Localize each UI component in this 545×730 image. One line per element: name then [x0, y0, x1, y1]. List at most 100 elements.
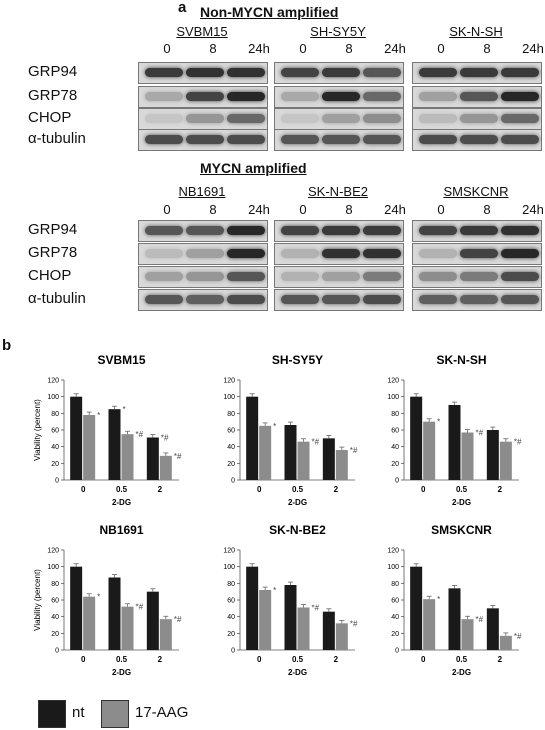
- band: [460, 295, 498, 304]
- band: [186, 249, 224, 258]
- band: [227, 135, 265, 144]
- time-point-0-1-1: 8: [345, 41, 353, 56]
- time-point-0-0-1: 8: [209, 41, 217, 56]
- protein-label-0-3: α-tubulin: [28, 130, 86, 147]
- y-tick-label: 20: [227, 461, 235, 468]
- significance-mark: *#: [476, 429, 484, 438]
- bar-17aag: [423, 421, 436, 480]
- bar-17aag: [423, 599, 436, 650]
- band: [281, 249, 319, 258]
- blot-0-1-0: [274, 62, 404, 84]
- time-point-0-0-0: 0: [163, 41, 171, 56]
- blot-0-0-2: [138, 108, 268, 130]
- time-point-1-1-1: 8: [345, 202, 353, 217]
- bar-17aag: [121, 606, 134, 650]
- band: [322, 68, 360, 77]
- band: [145, 135, 183, 144]
- band: [322, 295, 360, 304]
- band: [227, 114, 265, 123]
- band: [322, 135, 360, 144]
- band: [460, 114, 498, 123]
- time-point-0-2-1: 8: [483, 41, 491, 56]
- bar-nt: [322, 438, 335, 480]
- band: [145, 226, 183, 235]
- y-tick-label: 80: [391, 581, 399, 588]
- y-tick-label: 60: [51, 598, 59, 605]
- y-tick-label: 100: [223, 564, 235, 571]
- y-tick-label: 120: [223, 378, 235, 385]
- band: [460, 272, 498, 281]
- protein-label-1-0: GRP94: [28, 221, 78, 238]
- band: [281, 68, 319, 77]
- x-axis-label: 2-DG: [452, 498, 471, 507]
- time-point-0-0-2: 24h: [248, 41, 270, 56]
- y-axis-label: Viability (percent): [33, 399, 42, 461]
- time-point-1-2-1: 8: [483, 202, 491, 217]
- y-tick-label: 20: [227, 631, 235, 638]
- band: [186, 135, 224, 144]
- band: [363, 272, 401, 281]
- band: [281, 295, 319, 304]
- bar-nt: [70, 566, 83, 650]
- band: [363, 295, 401, 304]
- bar-17aag: [461, 619, 474, 650]
- band: [227, 68, 265, 77]
- protein-label-1-1: GRP78: [28, 244, 78, 261]
- band: [186, 114, 224, 123]
- x-tick-label: 0: [81, 655, 86, 664]
- band: [363, 92, 401, 101]
- panel-a-letter: a: [178, 0, 187, 16]
- time-point-0-1-0: 0: [299, 41, 307, 56]
- band: [501, 295, 539, 304]
- band: [186, 226, 224, 235]
- viability-chart-5: SMSKCNR 0 20 40 60 80 100 120 * 0 *# 0.5 *# 2 2-DG: [387, 523, 522, 677]
- bar-nt: [410, 396, 423, 480]
- y-tick-label: 80: [227, 581, 235, 588]
- band: [363, 226, 401, 235]
- legend-label-nt: nt: [72, 704, 85, 721]
- cell-line-name-1-0: NB1691: [178, 184, 226, 199]
- bar-nt: [486, 608, 499, 650]
- legend-swatch-17aag: [101, 700, 129, 728]
- band: [419, 226, 457, 235]
- bar-nt: [448, 405, 461, 480]
- bar-nt: [284, 585, 297, 650]
- x-tick-label: 2: [334, 485, 339, 494]
- band: [145, 92, 183, 101]
- y-tick-label: 40: [391, 444, 399, 451]
- y-tick-label: 40: [51, 614, 59, 621]
- significance-mark: *: [273, 586, 276, 595]
- y-tick-label: 80: [51, 411, 59, 418]
- blot-0-0-1: [138, 86, 268, 108]
- band: [460, 68, 498, 77]
- y-tick-label: 40: [391, 614, 399, 621]
- legend-swatch-nt: [38, 700, 66, 728]
- y-tick-label: 60: [51, 428, 59, 435]
- bar-17aag: [297, 441, 310, 480]
- blot-0-2-3: [412, 129, 542, 151]
- y-tick-label: 40: [227, 614, 235, 621]
- band: [322, 249, 360, 258]
- band: [460, 249, 498, 258]
- protein-label-0-0: GRP94: [28, 63, 78, 80]
- band: [363, 68, 401, 77]
- x-tick-label: 0.5: [456, 485, 468, 494]
- y-tick-label: 120: [223, 548, 235, 555]
- bar-17aag: [121, 434, 134, 480]
- time-point-0-2-2: 24h: [522, 41, 544, 56]
- bar-17aag: [335, 450, 348, 480]
- band: [322, 226, 360, 235]
- significance-mark: *#: [312, 604, 320, 613]
- band: [501, 272, 539, 281]
- bar-17aag: [499, 635, 512, 650]
- blot-0-1-1: [274, 86, 404, 108]
- time-point-0-2-0: 0: [437, 41, 445, 56]
- significance-mark: *#: [514, 438, 522, 447]
- band: [186, 68, 224, 77]
- significance-mark: *: [123, 405, 126, 414]
- protein-label-1-2: CHOP: [28, 267, 72, 284]
- x-tick-label: 0.5: [292, 655, 304, 664]
- protein-label-1-3: α-tubulin: [28, 290, 86, 307]
- blot-1-2-2: [412, 266, 542, 288]
